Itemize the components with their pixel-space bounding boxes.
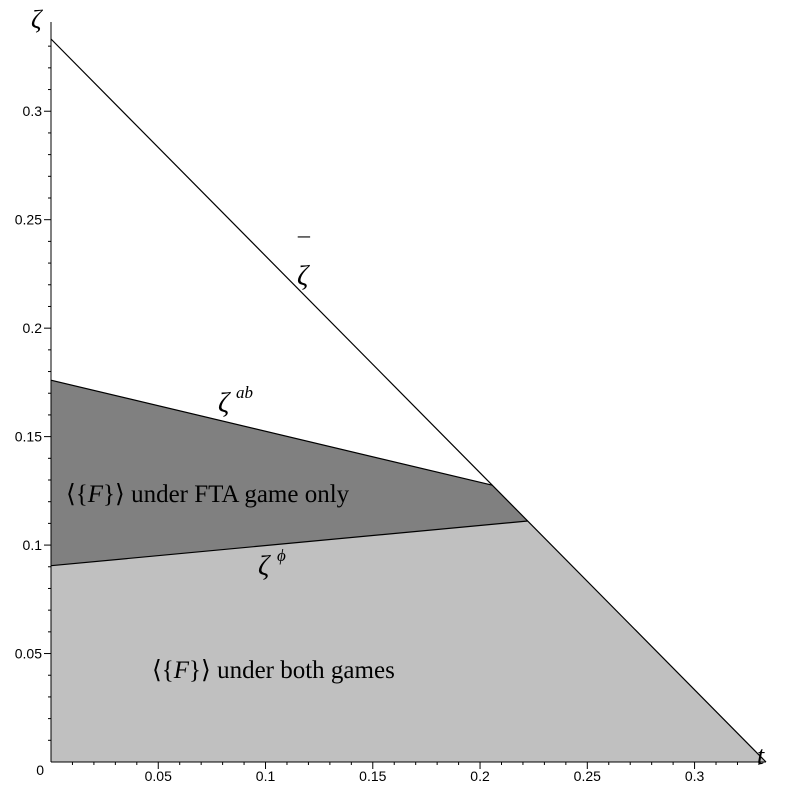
x-tick-label: 0.25 [574,768,601,784]
zeta-bar-base: ζ [297,261,310,292]
y-tick-label: 0.05 [15,646,42,662]
series-line-1 [50,379,493,486]
series-line-2 [50,520,528,567]
region-label-both-suffix: }⟩ [189,657,211,684]
axes-layer [50,22,766,763]
y-axis-title: ζ [31,5,43,34]
y-tick-label: 0.25 [15,212,42,228]
region-label-both-var: F [173,657,190,684]
zeta-phi-label: ζ ϕ [258,546,286,582]
region-label-both: ⟨{F}⟩ under both games [152,657,395,684]
x-tick-label: 0.2 [470,768,490,784]
regions-layer [51,380,766,762]
y-tick-label: 0.3 [23,103,43,119]
x-axis-title: t [757,741,765,770]
x-tick-label: 0.3 [685,768,705,784]
zeta-phi-base: ζ [258,551,271,582]
zeta-bar-label: ¯ ζ [296,235,311,292]
region-label-fta-only-prefix: ⟨{ [66,481,88,508]
x-tick-label: 0.05 [145,768,172,784]
region-1 [51,521,766,762]
x-tick-label: 0.15 [359,768,386,784]
region-label-fta-only: ⟨{F}⟩ under FTA game only [66,481,350,508]
zeta-ab-base: ζ [218,388,231,419]
region-label-fta-only-suffix: }⟩ [103,481,125,508]
zeta-phi-sup: ϕ [277,546,286,565]
region-label-fta-only-var: F [87,481,104,508]
region-label-both-prefix: ⟨{ [152,657,174,684]
lines-layer [50,38,767,763]
y-tick-label: 0.2 [23,320,43,336]
ticks-layer: 0.05 0.1 0.15 0.2 0.25 0.3 0.05 0.1 0.15 0.2 0.25 0… [15,45,760,784]
zeta-ab-sup: ab [236,383,253,402]
region-label-both-text: under both games [211,657,395,684]
series-line-0 [50,38,767,763]
y-tick-label: 0.1 [23,537,43,553]
x-tick-label: 0.1 [256,768,276,784]
zeta-bar-overline: ¯ [296,235,311,261]
zeta-ab-label: ζ ab [218,383,253,419]
region-0 [51,380,528,566]
y-tick-label: 0.15 [15,429,42,445]
origin-label: 0 [36,762,44,778]
region-label-fta-only-text: under FTA game only [125,481,350,508]
